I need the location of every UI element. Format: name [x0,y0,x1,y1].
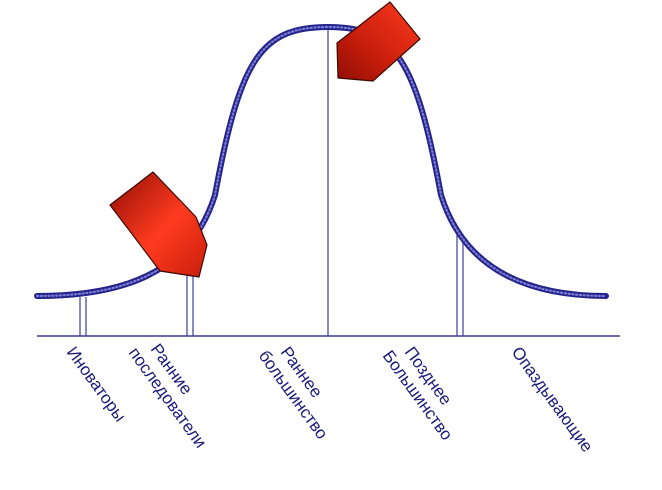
arrow-down-left-icon [336,1,421,82]
label-laggards-line-1: Опаздывающие [508,343,597,455]
label-late-majority: Позднее Большинство [379,335,473,444]
label-early-majority: Раннее большинство [255,335,348,443]
label-innovators: Иноваторы [63,343,130,425]
label-laggards: Опаздывающие [508,343,597,455]
label-early-adopters: Ранние последователи [125,332,227,451]
bell-curve-beads [35,25,608,298]
bell-curve [34,23,609,299]
segment-labels: Иноваторы Ранние последователи Раннее бо… [63,332,597,455]
label-innovators-line-1: Иноваторы [63,343,130,425]
arrow-down-right-icon [109,171,208,278]
